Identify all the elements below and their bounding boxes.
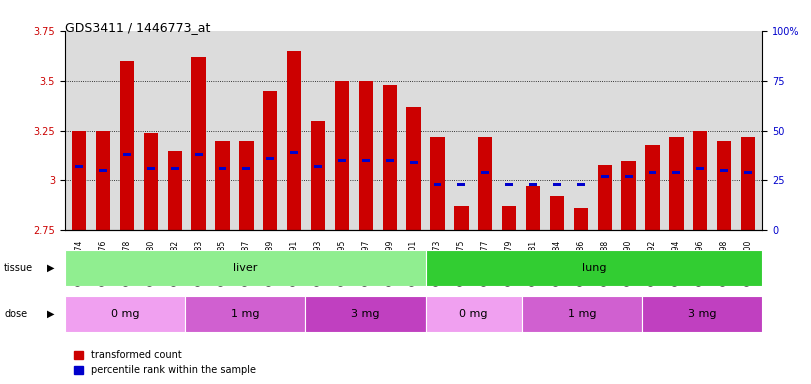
Bar xyxy=(120,61,134,230)
Bar xyxy=(191,57,206,230)
Bar xyxy=(362,159,370,162)
Bar xyxy=(314,165,322,168)
Bar xyxy=(383,84,397,230)
Text: 1 mg: 1 mg xyxy=(568,309,596,319)
Bar xyxy=(457,183,466,186)
FancyBboxPatch shape xyxy=(185,296,306,332)
Bar xyxy=(96,131,110,230)
Bar xyxy=(505,183,513,186)
Bar xyxy=(242,167,251,170)
Bar xyxy=(697,167,704,170)
Bar xyxy=(406,107,421,230)
Bar xyxy=(624,175,633,178)
Bar xyxy=(693,131,707,230)
Bar xyxy=(672,171,680,174)
Bar xyxy=(311,121,325,230)
Bar xyxy=(266,157,274,160)
Bar xyxy=(717,141,732,230)
Bar xyxy=(147,167,155,170)
FancyBboxPatch shape xyxy=(306,296,426,332)
FancyBboxPatch shape xyxy=(65,250,426,286)
Bar xyxy=(669,137,684,230)
Bar xyxy=(263,91,277,230)
Bar xyxy=(550,197,564,230)
Bar xyxy=(195,153,203,156)
Bar xyxy=(219,167,226,170)
Bar xyxy=(75,165,84,168)
Bar xyxy=(478,137,492,230)
Bar xyxy=(410,161,418,164)
Bar xyxy=(171,167,178,170)
Text: ▶: ▶ xyxy=(46,309,54,319)
Text: 1 mg: 1 mg xyxy=(231,309,260,319)
Bar xyxy=(553,183,561,186)
Text: 3 mg: 3 mg xyxy=(688,309,716,319)
Bar xyxy=(216,141,230,230)
FancyBboxPatch shape xyxy=(426,250,762,286)
Bar xyxy=(744,171,752,174)
Text: lung: lung xyxy=(581,263,607,273)
Bar xyxy=(358,81,373,230)
Bar xyxy=(123,153,131,156)
Text: 3 mg: 3 mg xyxy=(351,309,380,319)
Bar xyxy=(168,151,182,230)
Bar xyxy=(646,144,659,230)
Bar xyxy=(386,159,393,162)
Legend: transformed count, percentile rank within the sample: transformed count, percentile rank withi… xyxy=(70,346,260,379)
Text: tissue: tissue xyxy=(4,263,33,273)
Text: 0 mg: 0 mg xyxy=(460,309,488,319)
Text: ▶: ▶ xyxy=(46,263,54,273)
Bar xyxy=(99,169,107,172)
Text: GDS3411 / 1446773_at: GDS3411 / 1446773_at xyxy=(65,21,210,34)
FancyBboxPatch shape xyxy=(426,296,521,332)
Bar xyxy=(526,187,540,230)
Bar xyxy=(431,137,444,230)
Bar xyxy=(287,51,302,230)
Bar xyxy=(335,81,349,230)
Bar xyxy=(573,209,588,230)
Bar xyxy=(649,171,656,174)
Text: liver: liver xyxy=(233,263,257,273)
Bar xyxy=(239,141,254,230)
Bar xyxy=(720,169,728,172)
Bar xyxy=(621,161,636,230)
Bar xyxy=(454,207,469,230)
Bar xyxy=(577,183,585,186)
Bar xyxy=(290,151,298,154)
Bar xyxy=(144,132,158,230)
Bar xyxy=(601,175,608,178)
Text: 0 mg: 0 mg xyxy=(111,309,139,319)
FancyBboxPatch shape xyxy=(642,296,762,332)
Bar xyxy=(481,171,489,174)
Bar xyxy=(434,183,441,186)
FancyBboxPatch shape xyxy=(521,296,642,332)
Bar xyxy=(529,183,537,186)
Text: dose: dose xyxy=(4,309,28,319)
Bar xyxy=(598,164,611,230)
Bar xyxy=(502,207,517,230)
Bar xyxy=(338,159,346,162)
Bar xyxy=(72,131,87,230)
Bar xyxy=(740,137,755,230)
FancyBboxPatch shape xyxy=(65,296,185,332)
